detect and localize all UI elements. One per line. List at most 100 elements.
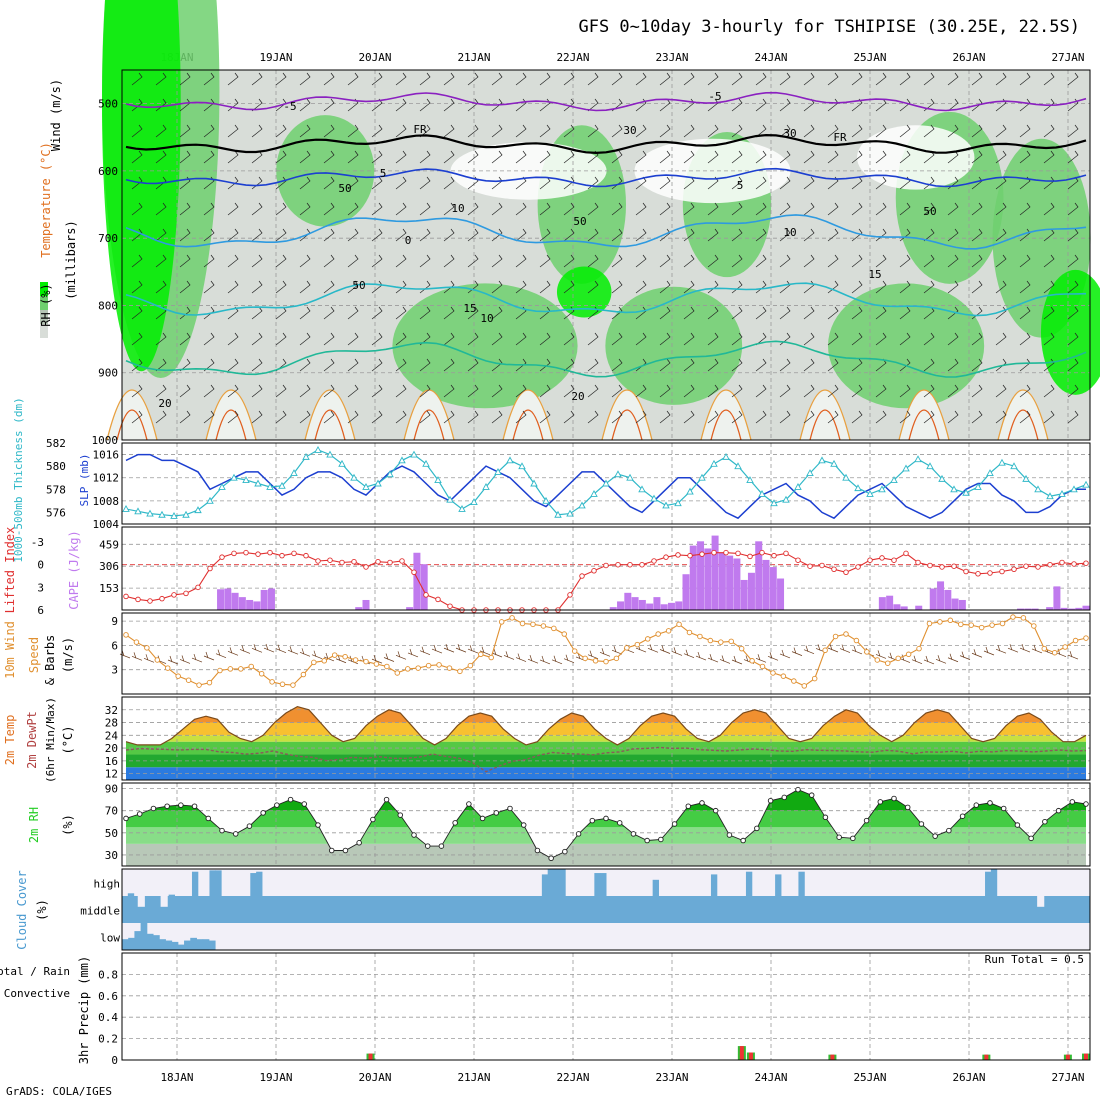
lifted-index-marker bbox=[399, 558, 405, 564]
lifted-index-panel: -3 0 3 6 153 306 459 bbox=[31, 526, 1091, 617]
wind-ylabel-4: (m/s) bbox=[61, 637, 75, 673]
lifted-index-marker bbox=[903, 550, 909, 557]
cloud-middle-bar bbox=[320, 896, 329, 923]
wind-barb bbox=[203, 410, 215, 424]
cape-bar bbox=[667, 602, 675, 610]
cloud-middle-bar bbox=[259, 896, 268, 923]
cloud-low-bar bbox=[140, 923, 148, 950]
wind-barb bbox=[179, 228, 191, 242]
lifted-index-marker bbox=[243, 549, 249, 556]
rh-marker bbox=[452, 820, 458, 826]
wind-barb bbox=[731, 202, 743, 216]
cloud-middle-bar bbox=[373, 896, 382, 923]
cape-bar bbox=[1031, 608, 1039, 610]
wind-barb bbox=[131, 72, 143, 86]
wind-barb bbox=[1019, 280, 1031, 294]
wind-barb bbox=[539, 228, 551, 242]
cape-tick-label: 306 bbox=[99, 560, 119, 573]
wind-barb bbox=[1019, 410, 1031, 424]
wind-barb bbox=[875, 254, 887, 268]
wind-barb bbox=[971, 98, 983, 112]
wind-barb bbox=[683, 384, 695, 398]
wind-barb bbox=[515, 384, 527, 398]
wind-barb bbox=[443, 306, 455, 320]
wind-barb-10m bbox=[1031, 644, 1043, 654]
wind-speed-marker bbox=[519, 620, 526, 627]
isotherm-label: FR bbox=[413, 123, 427, 136]
rh-contour-label: 0 bbox=[405, 234, 412, 247]
wind-barb bbox=[563, 358, 575, 372]
wind-speed-marker bbox=[968, 622, 974, 628]
lifted-index-marker bbox=[927, 562, 933, 569]
rh-tick-label: 30 bbox=[105, 849, 118, 862]
wind-barb bbox=[155, 280, 167, 294]
rh-region bbox=[828, 283, 985, 409]
lifted-index-marker bbox=[567, 592, 573, 598]
wind-barb bbox=[635, 384, 647, 398]
wind-barb bbox=[803, 228, 815, 242]
cloud-middle-bar bbox=[655, 896, 664, 923]
cloud-low-bar bbox=[208, 940, 216, 950]
cape-bar bbox=[1053, 586, 1061, 610]
wind-barb bbox=[563, 410, 575, 424]
lifted-index-tick: 3 bbox=[37, 581, 44, 594]
warm-layer-contour bbox=[997, 389, 1049, 441]
date-label-bottom: 21JAN bbox=[457, 1071, 490, 1084]
wind-speed-marker bbox=[999, 620, 1006, 627]
wind-barb bbox=[395, 384, 407, 398]
wind-barb-10m bbox=[923, 655, 935, 665]
wind-barb bbox=[275, 72, 287, 86]
wind-barb bbox=[227, 254, 239, 268]
wind-barb bbox=[971, 384, 983, 398]
rh-marker bbox=[781, 794, 788, 801]
wind-barb-10m bbox=[827, 643, 839, 653]
rh-marker bbox=[712, 807, 719, 814]
wind-barb bbox=[179, 384, 191, 398]
wind-speed-marker bbox=[384, 663, 390, 670]
wind-barb bbox=[227, 98, 239, 112]
wind-barb bbox=[347, 384, 359, 398]
wind-barb-10m bbox=[467, 644, 479, 654]
thickness-marker bbox=[494, 467, 502, 475]
precip-frame bbox=[121, 952, 1091, 1061]
cloud-middle-bar bbox=[983, 896, 992, 923]
wind-barb bbox=[371, 358, 383, 372]
wind-barb bbox=[299, 254, 311, 268]
cloud-low-bar bbox=[165, 940, 173, 950]
date-label-top: 24JAN bbox=[754, 51, 787, 64]
lifted-index-marker bbox=[579, 573, 585, 579]
cape-bar bbox=[413, 552, 421, 610]
wind-barb bbox=[707, 124, 719, 138]
cloud-low-bar bbox=[146, 933, 154, 950]
wind-barb bbox=[875, 72, 887, 86]
wind-barb bbox=[275, 306, 287, 320]
cloud-middle-bar bbox=[525, 896, 535, 923]
rh-contour-label: 30 bbox=[783, 127, 796, 140]
wind-speed-marker bbox=[185, 677, 192, 683]
lifted-index-marker bbox=[183, 590, 189, 597]
lifted-index-marker bbox=[891, 557, 897, 563]
wind-barb bbox=[251, 202, 263, 216]
thickness-marker bbox=[398, 456, 406, 464]
cape-bar bbox=[675, 601, 683, 610]
wind-barb bbox=[827, 410, 839, 424]
wind-barb bbox=[731, 358, 743, 372]
wind-speed-marker bbox=[843, 631, 849, 637]
wind-barb bbox=[779, 98, 791, 112]
wind-barb bbox=[827, 124, 839, 138]
thickness-tick-label: 580 bbox=[46, 460, 66, 473]
rh-marker bbox=[767, 797, 774, 804]
precip-convective-bar bbox=[739, 1046, 744, 1060]
wind-barb bbox=[299, 176, 311, 190]
cloud-middle-bar bbox=[343, 896, 352, 923]
wind-speed-marker bbox=[613, 655, 620, 662]
wind-barb bbox=[539, 98, 551, 112]
wind-barb bbox=[563, 176, 575, 190]
wind-barb bbox=[467, 228, 479, 242]
wind-barb bbox=[347, 72, 359, 86]
precip-convective-bar bbox=[748, 1052, 753, 1060]
wind-barb-10m bbox=[971, 649, 983, 658]
rh-marker bbox=[1083, 801, 1089, 807]
cloud-high-bar bbox=[553, 869, 560, 896]
upper-air-ylabel-wind: Wind (m/s) bbox=[49, 79, 63, 151]
